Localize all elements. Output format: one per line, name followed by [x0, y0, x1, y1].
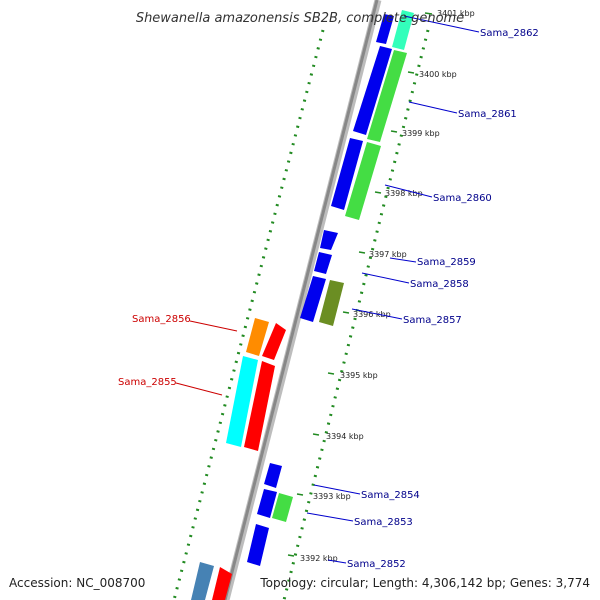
kbp-tick-3397: 3397 kbp: [358, 250, 407, 259]
gene-label-sama-2858[interactable]: Sama_2858: [410, 279, 469, 290]
gene-label-sama-2862[interactable]: Sama_2862: [480, 28, 539, 39]
kbp-label-3399: 3399 kbp: [402, 129, 440, 138]
gene-label-sama-2859[interactable]: Sama_2859: [417, 257, 476, 268]
gene-sama-2855[interactable]: [226, 356, 258, 447]
gene-sama-2859[interactable]: [320, 230, 338, 250]
leader-sama-2853: [306, 512, 354, 522]
leader-sama-2860: [384, 184, 433, 198]
kbp-tick-3395: 3395 kbp: [327, 371, 378, 380]
kbp-label-3392: 3392 kbp: [300, 554, 338, 563]
gene-label-sama-2856[interactable]: Sama_2856: [132, 314, 191, 325]
kbp-tick-3399: 3399 kbp: [390, 129, 440, 138]
gene-label-sama-2852[interactable]: Sama_2852: [347, 559, 406, 570]
kbp-label-3394: 3394 kbp: [326, 432, 364, 441]
gene-label-sama-2860[interactable]: Sama_2860: [433, 193, 492, 204]
kbp-label-3393: 3393 kbp: [313, 492, 351, 501]
gene-sama-2858[interactable]: [314, 252, 332, 274]
kbp-tick-3394: 3394 kbp: [312, 432, 364, 441]
gene-sama-2861[interactable]: [353, 46, 392, 135]
gene-sama-2857-blue[interactable]: [300, 276, 326, 322]
kbp-tick-3400: 3400 kbp: [407, 70, 457, 79]
kbp-label-3401: 3401 kbp: [437, 9, 475, 18]
leader-sama-2858: [361, 272, 410, 284]
leader-sama-2857: [351, 308, 403, 320]
kbp-label-3395: 3395 kbp: [340, 371, 378, 380]
gene-sama-2860[interactable]: [331, 138, 363, 210]
kbp-tick-3401: 3401 kbp: [424, 9, 475, 18]
gene-steel-bottom[interactable]: [191, 562, 214, 600]
gene-green-2861[interactable]: [367, 50, 407, 142]
kbp-label-3396: 3396 kbp: [353, 310, 391, 319]
gene-label-sama-2857[interactable]: Sama_2857: [403, 315, 462, 326]
kbp-tick-3393: 3393 kbp: [296, 492, 351, 501]
gene-label-sama-2853[interactable]: Sama_2853: [354, 517, 413, 528]
gene-sama-2862-arrow[interactable]: [376, 14, 394, 44]
kbp-label-3397: 3397 kbp: [369, 250, 407, 259]
gene-sama-2856[interactable]: [246, 318, 269, 356]
gene-label-sama-2854[interactable]: Sama_2854: [361, 490, 420, 501]
gene-sama-2853[interactable]: [272, 493, 293, 522]
gene-sama-2854[interactable]: [264, 463, 282, 488]
leader-sama-2861: [408, 101, 458, 114]
leader-sama-2855: [175, 382, 223, 396]
topology-text: Topology: circular; Length: 4,306,142 bp…: [259, 576, 590, 590]
kbp-tick-3396: 3396 kbp: [342, 310, 391, 319]
kbp-tick-3392: 3392 kbp: [287, 554, 338, 563]
accession-text: Accession: NC_008700: [9, 576, 145, 590]
gene-sama-2853-blue[interactable]: [257, 489, 277, 518]
leader-sama-2856: [189, 320, 238, 332]
gene-green-top[interactable]: [392, 10, 414, 50]
gene-label-sama-2855[interactable]: Sama_2855: [118, 377, 177, 388]
gene-sama-2857[interactable]: [319, 280, 344, 326]
leader-sama-2862: [403, 15, 480, 33]
leader-sama-2859: [389, 257, 417, 263]
kbp-label-3400: 3400 kbp: [419, 70, 457, 79]
gene-sama-2856-red[interactable]: [262, 323, 286, 360]
leader-sama-2852: [327, 559, 347, 564]
map-title: Shewanella amazonensis SB2B, complete ge…: [136, 11, 464, 26]
gene-sama-2855-red[interactable]: [244, 361, 275, 451]
gene-red-bottom[interactable]: [212, 567, 232, 600]
kbp-label-3398: 3398 kbp: [385, 189, 423, 198]
gene-label-sama-2861[interactable]: Sama_2861: [458, 109, 517, 120]
gene-green-2860[interactable]: [345, 142, 381, 220]
leader-sama-2854: [313, 484, 361, 495]
backbone: [223, 0, 379, 600]
gene-sama-2852[interactable]: [247, 524, 269, 566]
kbp-tick-3398: 3398 kbp: [374, 189, 423, 198]
